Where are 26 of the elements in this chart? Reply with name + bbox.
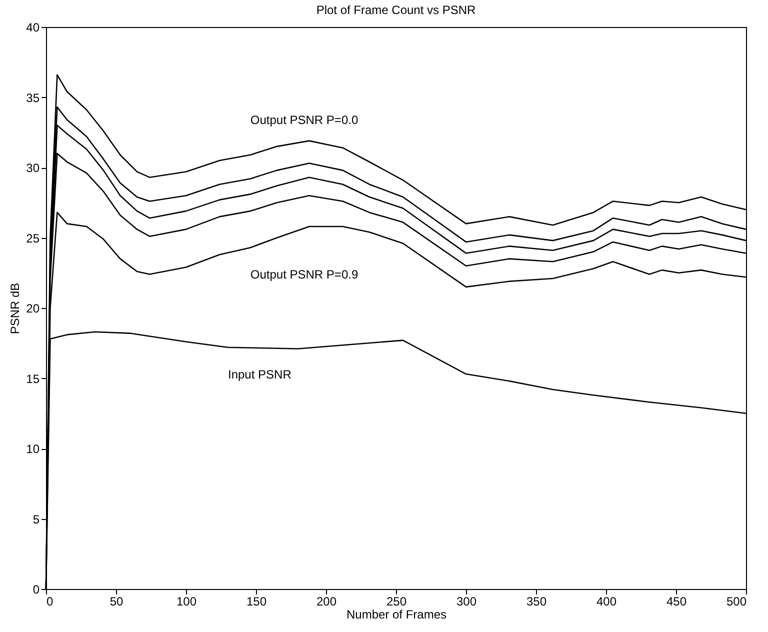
- y-tick-label: 35: [26, 90, 40, 105]
- y-tick-label: 40: [26, 20, 40, 34]
- y-tick-label: 25: [26, 231, 40, 246]
- x-tick-label: 450: [666, 594, 687, 608]
- x-tick-label: 350: [526, 594, 547, 608]
- y-tick-label: 20: [26, 302, 40, 316]
- series-label: Output PSNR P=0.9: [250, 268, 358, 282]
- x-axis-title: Number of Frames: [346, 608, 447, 622]
- x-tick-label: 100: [176, 594, 197, 608]
- y-tick-label: 0: [32, 582, 40, 596]
- x-tick-label: 300: [456, 594, 477, 608]
- y-axis-title: PSNR dB: [8, 282, 22, 334]
- x-tick-label: 400: [596, 594, 617, 608]
- x-tick-label: 0: [46, 594, 54, 608]
- y-tick-label: 5: [32, 512, 40, 526]
- y-tick-label: 30: [26, 161, 40, 175]
- series-label: Output PSNR P=0.0: [250, 112, 358, 127]
- x-tick-label: 50: [110, 594, 124, 608]
- y-tick-label: 10: [26, 442, 40, 456]
- series-label: Input PSNR: [228, 367, 292, 382]
- x-tick-label: 200: [316, 594, 337, 608]
- y-tick-label: 15: [26, 372, 40, 386]
- x-tick-label: 500: [726, 594, 747, 608]
- x-tick-label: 250: [386, 594, 407, 608]
- chart-title: Plot of Frame Count vs PSNR: [316, 3, 476, 17]
- x-tick-label: 150: [246, 594, 267, 608]
